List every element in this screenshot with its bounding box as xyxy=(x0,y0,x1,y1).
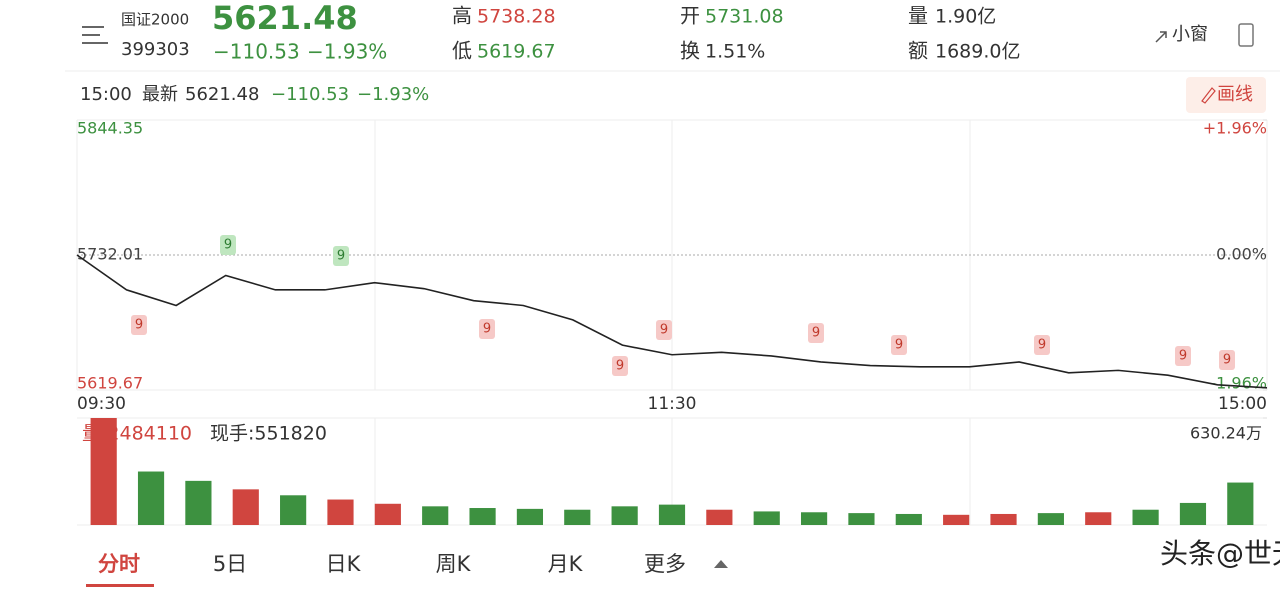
label: 开 xyxy=(680,4,700,28)
tab[interactable]: 5日 xyxy=(213,552,247,576)
tab-underline xyxy=(86,584,154,587)
volume-bar xyxy=(90,418,117,525)
label: 换 xyxy=(680,39,700,63)
draw-button[interactable] xyxy=(1186,77,1266,113)
signal-label: 9 xyxy=(660,323,668,338)
label: 高 xyxy=(452,4,472,28)
info-latest: 5621.48 xyxy=(185,84,259,105)
y2-tick-label: -1.96% xyxy=(1210,374,1267,393)
volume-bar xyxy=(1037,513,1064,525)
high: 5738.28 xyxy=(477,6,556,28)
signal-label: 9 xyxy=(812,326,820,341)
signal-label: 9 xyxy=(895,338,903,353)
signal-badge xyxy=(612,356,628,376)
low: 5619.67 xyxy=(477,41,556,63)
signal-badge xyxy=(1034,335,1050,355)
volume-bar xyxy=(1179,502,1207,525)
amount: 1689.0亿 xyxy=(935,41,1020,63)
volume-bar xyxy=(800,512,828,525)
y2-tick-label: +1.96% xyxy=(1203,119,1267,138)
volume-bar xyxy=(990,513,1017,525)
x-tick-label: 11:30 xyxy=(648,394,697,414)
volume-bar xyxy=(516,508,544,525)
draw-button-label[interactable]: 画线 xyxy=(1217,84,1253,105)
signal-label: 9 xyxy=(1223,353,1231,368)
volume-bar xyxy=(611,506,638,525)
hand-text: 现手:551820 xyxy=(210,423,327,445)
volume-bar xyxy=(706,509,733,525)
signal-label: 9 xyxy=(1179,349,1187,364)
price: 5621.48 xyxy=(212,0,358,37)
signal-badge xyxy=(1175,346,1191,366)
y-tick-label: 5732.01 xyxy=(77,245,143,264)
tab[interactable]: 分时 xyxy=(98,552,140,576)
small-window-icon xyxy=(1155,31,1167,43)
volume-bar xyxy=(1132,509,1159,525)
volume-bar xyxy=(280,495,307,525)
volume-bar xyxy=(895,513,922,525)
label: 额 xyxy=(908,39,928,63)
volume-bar xyxy=(1227,482,1254,525)
index-code: 399303 xyxy=(121,39,190,60)
volume-bar xyxy=(422,506,449,525)
signal-badge xyxy=(1219,350,1235,370)
volume-bar xyxy=(327,499,354,525)
info-change-pct: −1.93% xyxy=(357,84,429,105)
signal-label: 9 xyxy=(135,318,143,333)
x-tick-label: 15:00 xyxy=(1218,394,1267,414)
signal-badge xyxy=(333,246,349,266)
y-tick-label: 5619.67 xyxy=(77,374,143,393)
tab[interactable]: 月K xyxy=(548,552,584,576)
signal-label: 9 xyxy=(224,238,232,253)
volume-bar xyxy=(943,514,970,525)
signal-badge xyxy=(656,320,672,340)
label: 量 xyxy=(908,4,928,28)
volume-bar xyxy=(374,503,401,525)
pen-icon xyxy=(1201,87,1216,104)
menu-icon[interactable] xyxy=(82,26,108,44)
signal-label: 9 xyxy=(616,359,624,374)
signal-badge xyxy=(808,323,824,343)
info-change: −110.53 xyxy=(271,84,349,105)
volume-bar xyxy=(848,513,875,525)
volume-bar xyxy=(232,489,259,525)
price-line xyxy=(76,254,1268,389)
rotate-icon[interactable] xyxy=(1238,23,1254,47)
signal-badge xyxy=(131,315,147,335)
change: −110.53 xyxy=(213,40,300,64)
volume: 1.90亿 xyxy=(935,6,996,28)
volume-bar xyxy=(469,508,496,525)
open: 5731.08 xyxy=(705,6,784,28)
volume-bar xyxy=(185,480,212,525)
volume-bar xyxy=(137,471,165,525)
signal-label: 9 xyxy=(483,322,491,337)
y-tick-label: 5844.35 xyxy=(77,119,143,138)
volume-bar xyxy=(658,504,686,525)
info-latest-label: 最新 xyxy=(142,84,178,105)
turnover: 1.51% xyxy=(705,41,765,63)
signal-badge xyxy=(891,335,907,355)
more-arrow[interactable] xyxy=(714,560,728,568)
tab[interactable]: 周K xyxy=(436,552,472,576)
volume-bar xyxy=(564,509,591,525)
signal-label: 9 xyxy=(337,249,345,264)
x-tick-label: 09:30 xyxy=(77,394,126,414)
watermark: 头条@世无限 xyxy=(1160,537,1280,570)
volume-bar xyxy=(1085,512,1112,525)
info-time: 15:00 xyxy=(80,84,132,105)
y-tick-label: 630.24万 xyxy=(1190,424,1262,443)
signal-label: 9 xyxy=(1038,338,1046,353)
change-pct: −1.93% xyxy=(307,40,387,64)
small-window[interactable]: 小窗 xyxy=(1172,24,1208,45)
signal-badge xyxy=(479,319,495,339)
volume-bar xyxy=(753,511,780,525)
label: 低 xyxy=(452,39,472,63)
y2-tick-label: 0.00% xyxy=(1216,245,1267,264)
signal-badge xyxy=(220,235,236,255)
index-name: 国证2000 xyxy=(121,11,189,29)
chart-frame xyxy=(76,119,1268,526)
tab[interactable]: 日K xyxy=(326,552,362,576)
tab[interactable]: 更多 xyxy=(644,552,686,576)
